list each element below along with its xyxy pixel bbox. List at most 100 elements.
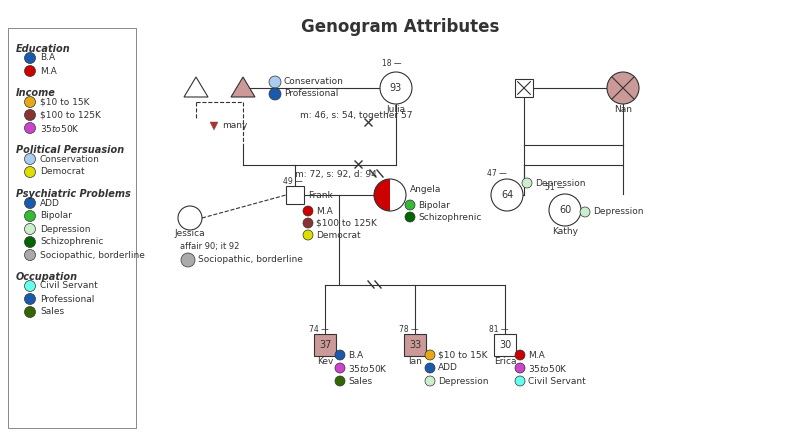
Circle shape <box>181 253 195 267</box>
Text: ADD: ADD <box>40 198 60 207</box>
Text: Angela: Angela <box>410 185 442 194</box>
Polygon shape <box>374 179 390 211</box>
Bar <box>494 334 516 356</box>
Circle shape <box>269 76 281 88</box>
Text: 93: 93 <box>390 83 402 93</box>
Circle shape <box>515 350 525 360</box>
Text: Depression: Depression <box>438 376 489 385</box>
Circle shape <box>491 179 523 211</box>
Circle shape <box>303 206 313 216</box>
Circle shape <box>522 178 532 188</box>
Polygon shape <box>231 77 255 97</box>
Circle shape <box>269 88 281 100</box>
Circle shape <box>25 293 35 305</box>
Circle shape <box>25 237 35 247</box>
Text: Professional: Professional <box>40 294 94 303</box>
Circle shape <box>25 306 35 318</box>
Circle shape <box>25 96 35 108</box>
Text: m: 72, s: 92, d: 94: m: 72, s: 92, d: 94 <box>295 171 377 180</box>
Text: 47 —: 47 — <box>487 168 506 177</box>
Text: $100 to 125K: $100 to 125K <box>316 219 377 228</box>
Text: B.A: B.A <box>40 53 55 63</box>
Text: 49 —: 49 — <box>283 177 302 185</box>
Polygon shape <box>390 179 406 211</box>
Text: Ian: Ian <box>408 358 422 366</box>
Text: Civil Servant: Civil Servant <box>40 281 98 290</box>
Text: Sales: Sales <box>348 376 372 385</box>
Circle shape <box>303 218 313 228</box>
Circle shape <box>25 65 35 77</box>
Circle shape <box>425 376 435 386</box>
Circle shape <box>178 206 202 230</box>
Text: Depression: Depression <box>593 207 643 216</box>
Text: 30: 30 <box>499 340 511 350</box>
Text: Income: Income <box>16 88 56 98</box>
Text: 78 —: 78 — <box>399 324 418 333</box>
Text: Kathy: Kathy <box>552 228 578 237</box>
Bar <box>8 28 136 428</box>
Text: Depression: Depression <box>40 224 90 233</box>
Circle shape <box>405 212 415 222</box>
Text: Democrat: Democrat <box>316 231 361 240</box>
Circle shape <box>425 363 435 373</box>
Text: Sociopathic, borderline: Sociopathic, borderline <box>40 250 145 259</box>
Text: Erica: Erica <box>494 358 516 366</box>
Circle shape <box>25 52 35 64</box>
Text: 81 —: 81 — <box>489 324 509 333</box>
Text: B.A: B.A <box>348 350 363 359</box>
Text: affair 90; it 92: affair 90; it 92 <box>180 241 239 250</box>
Circle shape <box>425 350 435 360</box>
Circle shape <box>25 211 35 221</box>
Text: 33: 33 <box>409 340 421 350</box>
Text: Conservation: Conservation <box>40 155 100 164</box>
Polygon shape <box>184 77 208 97</box>
Circle shape <box>25 109 35 121</box>
Text: Bipolar: Bipolar <box>418 201 450 210</box>
Polygon shape <box>210 122 218 130</box>
Text: 74 —: 74 — <box>309 324 329 333</box>
Circle shape <box>25 122 35 134</box>
Text: Julia: Julia <box>386 105 406 115</box>
Circle shape <box>515 363 525 373</box>
Circle shape <box>405 200 415 210</box>
Bar <box>314 334 336 356</box>
Circle shape <box>25 198 35 208</box>
Text: Professional: Professional <box>284 90 338 99</box>
Text: Conservation: Conservation <box>284 78 344 86</box>
Text: 64: 64 <box>501 190 513 200</box>
Text: $10 to 15K: $10 to 15K <box>40 98 90 107</box>
Text: Education: Education <box>16 44 70 54</box>
Text: Bipolar: Bipolar <box>40 211 72 220</box>
Text: ADD: ADD <box>438 363 458 372</box>
Bar <box>404 334 426 356</box>
Text: 37: 37 <box>319 340 331 350</box>
Circle shape <box>25 167 35 177</box>
Circle shape <box>549 194 581 226</box>
Text: M.A: M.A <box>40 66 57 76</box>
Circle shape <box>25 224 35 234</box>
Text: Jessica: Jessica <box>174 229 206 238</box>
Text: Sales: Sales <box>40 307 64 316</box>
Circle shape <box>335 376 345 386</box>
Bar <box>286 186 304 204</box>
Text: Democrat: Democrat <box>40 168 85 177</box>
Text: $10 to 15K: $10 to 15K <box>438 350 487 359</box>
Text: Genogram Attributes: Genogram Attributes <box>301 18 499 36</box>
Text: $35 to $50K: $35 to $50K <box>40 122 80 134</box>
Text: 18 —: 18 — <box>382 60 402 69</box>
Circle shape <box>607 72 639 104</box>
Text: 60: 60 <box>559 205 571 215</box>
Text: Psychiatric Problems: Psychiatric Problems <box>16 189 130 199</box>
Bar <box>515 79 533 97</box>
Text: m: 46, s: 54, together 57: m: 46, s: 54, together 57 <box>300 111 413 120</box>
Text: Schizophrenic: Schizophrenic <box>418 212 482 221</box>
Text: Occupation: Occupation <box>16 272 78 282</box>
Text: M.A: M.A <box>528 350 545 359</box>
Circle shape <box>25 280 35 292</box>
Text: Schizophrenic: Schizophrenic <box>40 237 103 246</box>
Circle shape <box>380 72 412 104</box>
Text: Civil Servant: Civil Servant <box>528 376 586 385</box>
Circle shape <box>335 363 345 373</box>
Text: M.A: M.A <box>316 207 333 215</box>
Circle shape <box>303 230 313 240</box>
